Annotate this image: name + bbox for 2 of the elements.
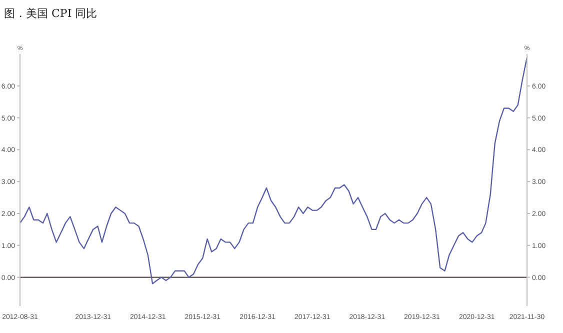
chart-title: 图．美国 CPI 同比 xyxy=(4,6,98,21)
line-series xyxy=(20,56,527,284)
